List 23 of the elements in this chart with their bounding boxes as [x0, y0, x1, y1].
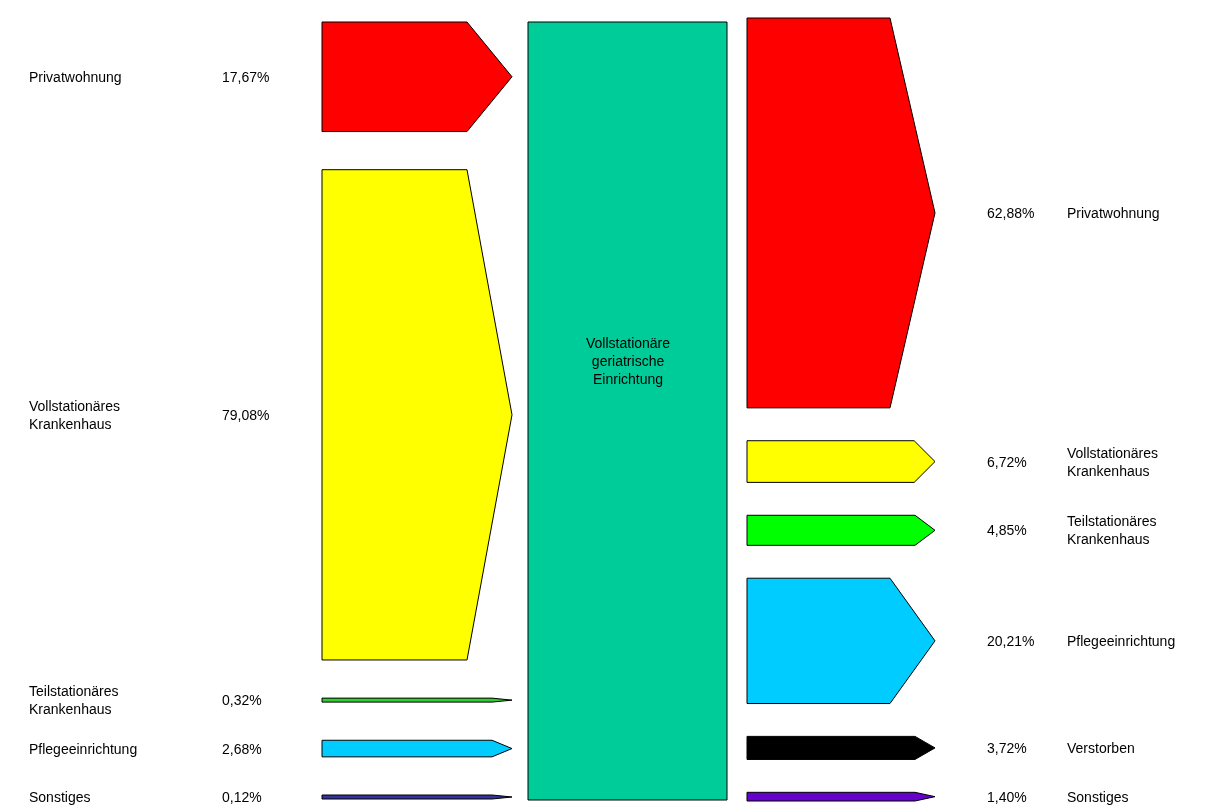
- category-label: Pflegeeinrichtung: [1067, 633, 1176, 649]
- category-label: Privatwohnung: [29, 69, 122, 85]
- category-label: Teilstationäres Krankenhaus: [29, 683, 119, 718]
- category-label: Teilstationäres Krankenhaus: [1067, 513, 1157, 548]
- data-label: 2,68%: [222, 741, 262, 757]
- data-label: 62,88%: [987, 205, 1035, 221]
- category-label: Vollstationäres Krankenhaus: [29, 398, 121, 433]
- category-label: Sonstiges: [1067, 789, 1129, 805]
- data-label: 4,85%: [987, 522, 1027, 538]
- data-label: 17,67%: [222, 69, 270, 85]
- category-label: Privatwohnung: [1067, 205, 1160, 221]
- category-label: Verstorben: [1067, 740, 1135, 756]
- category-label: Sonstiges: [29, 789, 91, 805]
- category-label: Vollstationäres Krankenhaus: [1067, 445, 1159, 480]
- category-label: Pflegeeinrichtung: [29, 741, 138, 757]
- data-label: 20,21%: [987, 633, 1035, 649]
- data-label: 1,40%: [987, 789, 1027, 805]
- data-label: 3,72%: [987, 740, 1027, 756]
- data-label: 6,72%: [987, 454, 1027, 470]
- data-label: 0,12%: [222, 789, 262, 805]
- data-label: 0,32%: [222, 692, 262, 708]
- category-label: Vollstationäre geriatrische Einrichtung: [586, 335, 671, 388]
- data-label: 79,08%: [222, 407, 270, 423]
